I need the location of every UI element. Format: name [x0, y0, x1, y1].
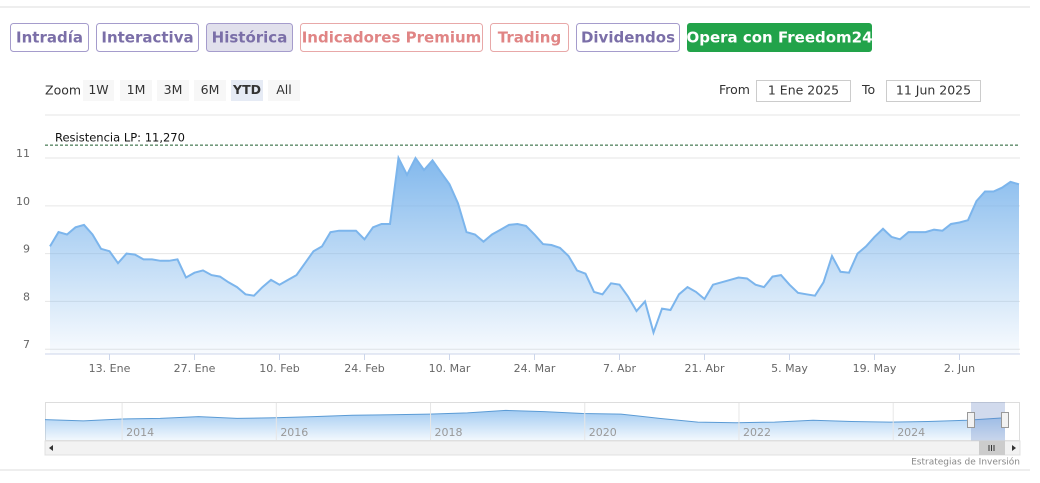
navigator-tick-label: 2014 [126, 426, 154, 439]
y-tick-label: 9 [23, 243, 30, 256]
navigator-line [44, 409, 1006, 424]
tab[interactable] [490, 23, 569, 52]
scrollbar-grip [988, 445, 995, 451]
plot: 7 8 9 10 11 13. Ene 27. Ene 10. Feb 24. Feb 10. M… [16, 114, 1020, 375]
tab-label[interactable]: Intradía [16, 29, 83, 47]
navigator-fill [45, 410, 1005, 440]
navigator-tick-label: 2016 [280, 426, 308, 439]
x-tick-label: 10. Feb [259, 362, 299, 375]
zoom-button-label[interactable]: 1M [127, 82, 146, 97]
cta-label[interactable]: Opera con Freedom24 [686, 29, 872, 47]
from-value[interactable]: 1 Ene 2025 [768, 83, 839, 98]
navigator-controls [44, 402, 1021, 456]
zoom-button-label[interactable]: 3M [164, 82, 183, 97]
navigator-handle[interactable] [967, 412, 975, 428]
tab[interactable] [96, 23, 199, 52]
navigator-tick-label: 2022 [743, 426, 771, 439]
tab-label[interactable]: Dividendos [581, 29, 675, 47]
resistance-label: Resistencia LP: 11,270 [55, 131, 185, 145]
tab[interactable] [300, 23, 483, 52]
zoom-button[interactable] [83, 80, 114, 101]
navigator-tick-label: 2020 [589, 426, 617, 439]
tab-label[interactable]: Trading [498, 29, 561, 47]
x-tick-label: 24. Feb [344, 362, 384, 375]
tab-label[interactable]: Interactiva [101, 29, 193, 47]
y-tick-label: 7 [23, 338, 30, 351]
tab-label[interactable]: Indicadores Premium [302, 29, 482, 47]
tab-active[interactable] [206, 23, 293, 52]
navigator: 2014 2016 2018 2020 2022 2024 [44, 402, 1020, 441]
to-value[interactable]: 11 Jun 2025 [896, 83, 971, 98]
credits: Estrategias de Inversión [911, 457, 1020, 468]
zoom-button-label[interactable]: All [276, 82, 292, 97]
tab-bar: Intradía Interactiva Histórica Indicador… [10, 23, 873, 52]
y-tick-label: 11 [16, 147, 30, 160]
x-tick-label: 7. Abr [603, 362, 636, 375]
zoom-button[interactable] [120, 80, 152, 101]
navigator-handle[interactable] [1001, 412, 1009, 428]
zoom-button-label[interactable]: 1W [88, 82, 108, 97]
price-line [49, 154, 1020, 336]
zoom-button-active[interactable] [231, 80, 263, 101]
y-tick-label: 10 [16, 195, 30, 208]
x-tick-label: 10. Mar [429, 362, 471, 375]
x-tick-label: 2. Jun [944, 362, 975, 375]
to-input[interactable] [886, 80, 981, 102]
zoom-button-label[interactable]: 6M [201, 82, 220, 97]
x-tick-label: 19. May [853, 362, 897, 375]
x-tick-label: 21. Abr [684, 362, 724, 375]
y-tick-label: 8 [23, 290, 30, 303]
x-tick-label: 13. Ene [89, 362, 131, 375]
tab[interactable] [576, 23, 680, 52]
cta-button[interactable] [687, 23, 872, 52]
from-input[interactable] [756, 80, 851, 102]
zoom-button[interactable] [268, 80, 300, 101]
zoom-label: Zoom [45, 83, 81, 98]
from-label: From [719, 82, 750, 97]
scrollbar-track[interactable] [44, 440, 1021, 456]
scroll-left-arrow[interactable] [49, 445, 53, 451]
scroll-right-arrow[interactable] [1012, 445, 1016, 451]
navigator-tick-label: 2018 [435, 426, 463, 439]
area-fill [50, 158, 1019, 354]
navigator-tick-label: 2024 [897, 426, 925, 439]
tab[interactable] [10, 23, 89, 52]
range-selector: Zoom 1W 1M 3M 6M YTD All From 1 Ene 2025… [45, 80, 981, 102]
zoom-button-label[interactable]: YTD [232, 82, 261, 97]
zoom-button[interactable] [157, 80, 189, 101]
tab-label[interactable]: Histórica [212, 29, 288, 47]
zoom-button[interactable] [194, 80, 226, 101]
x-tick-label: 5. May [771, 362, 808, 375]
x-tick-label: 27. Ene [174, 362, 216, 375]
navigator-selection[interactable] [971, 402, 1005, 441]
x-tick-label: 24. Mar [514, 362, 556, 375]
to-label: To [861, 82, 875, 97]
